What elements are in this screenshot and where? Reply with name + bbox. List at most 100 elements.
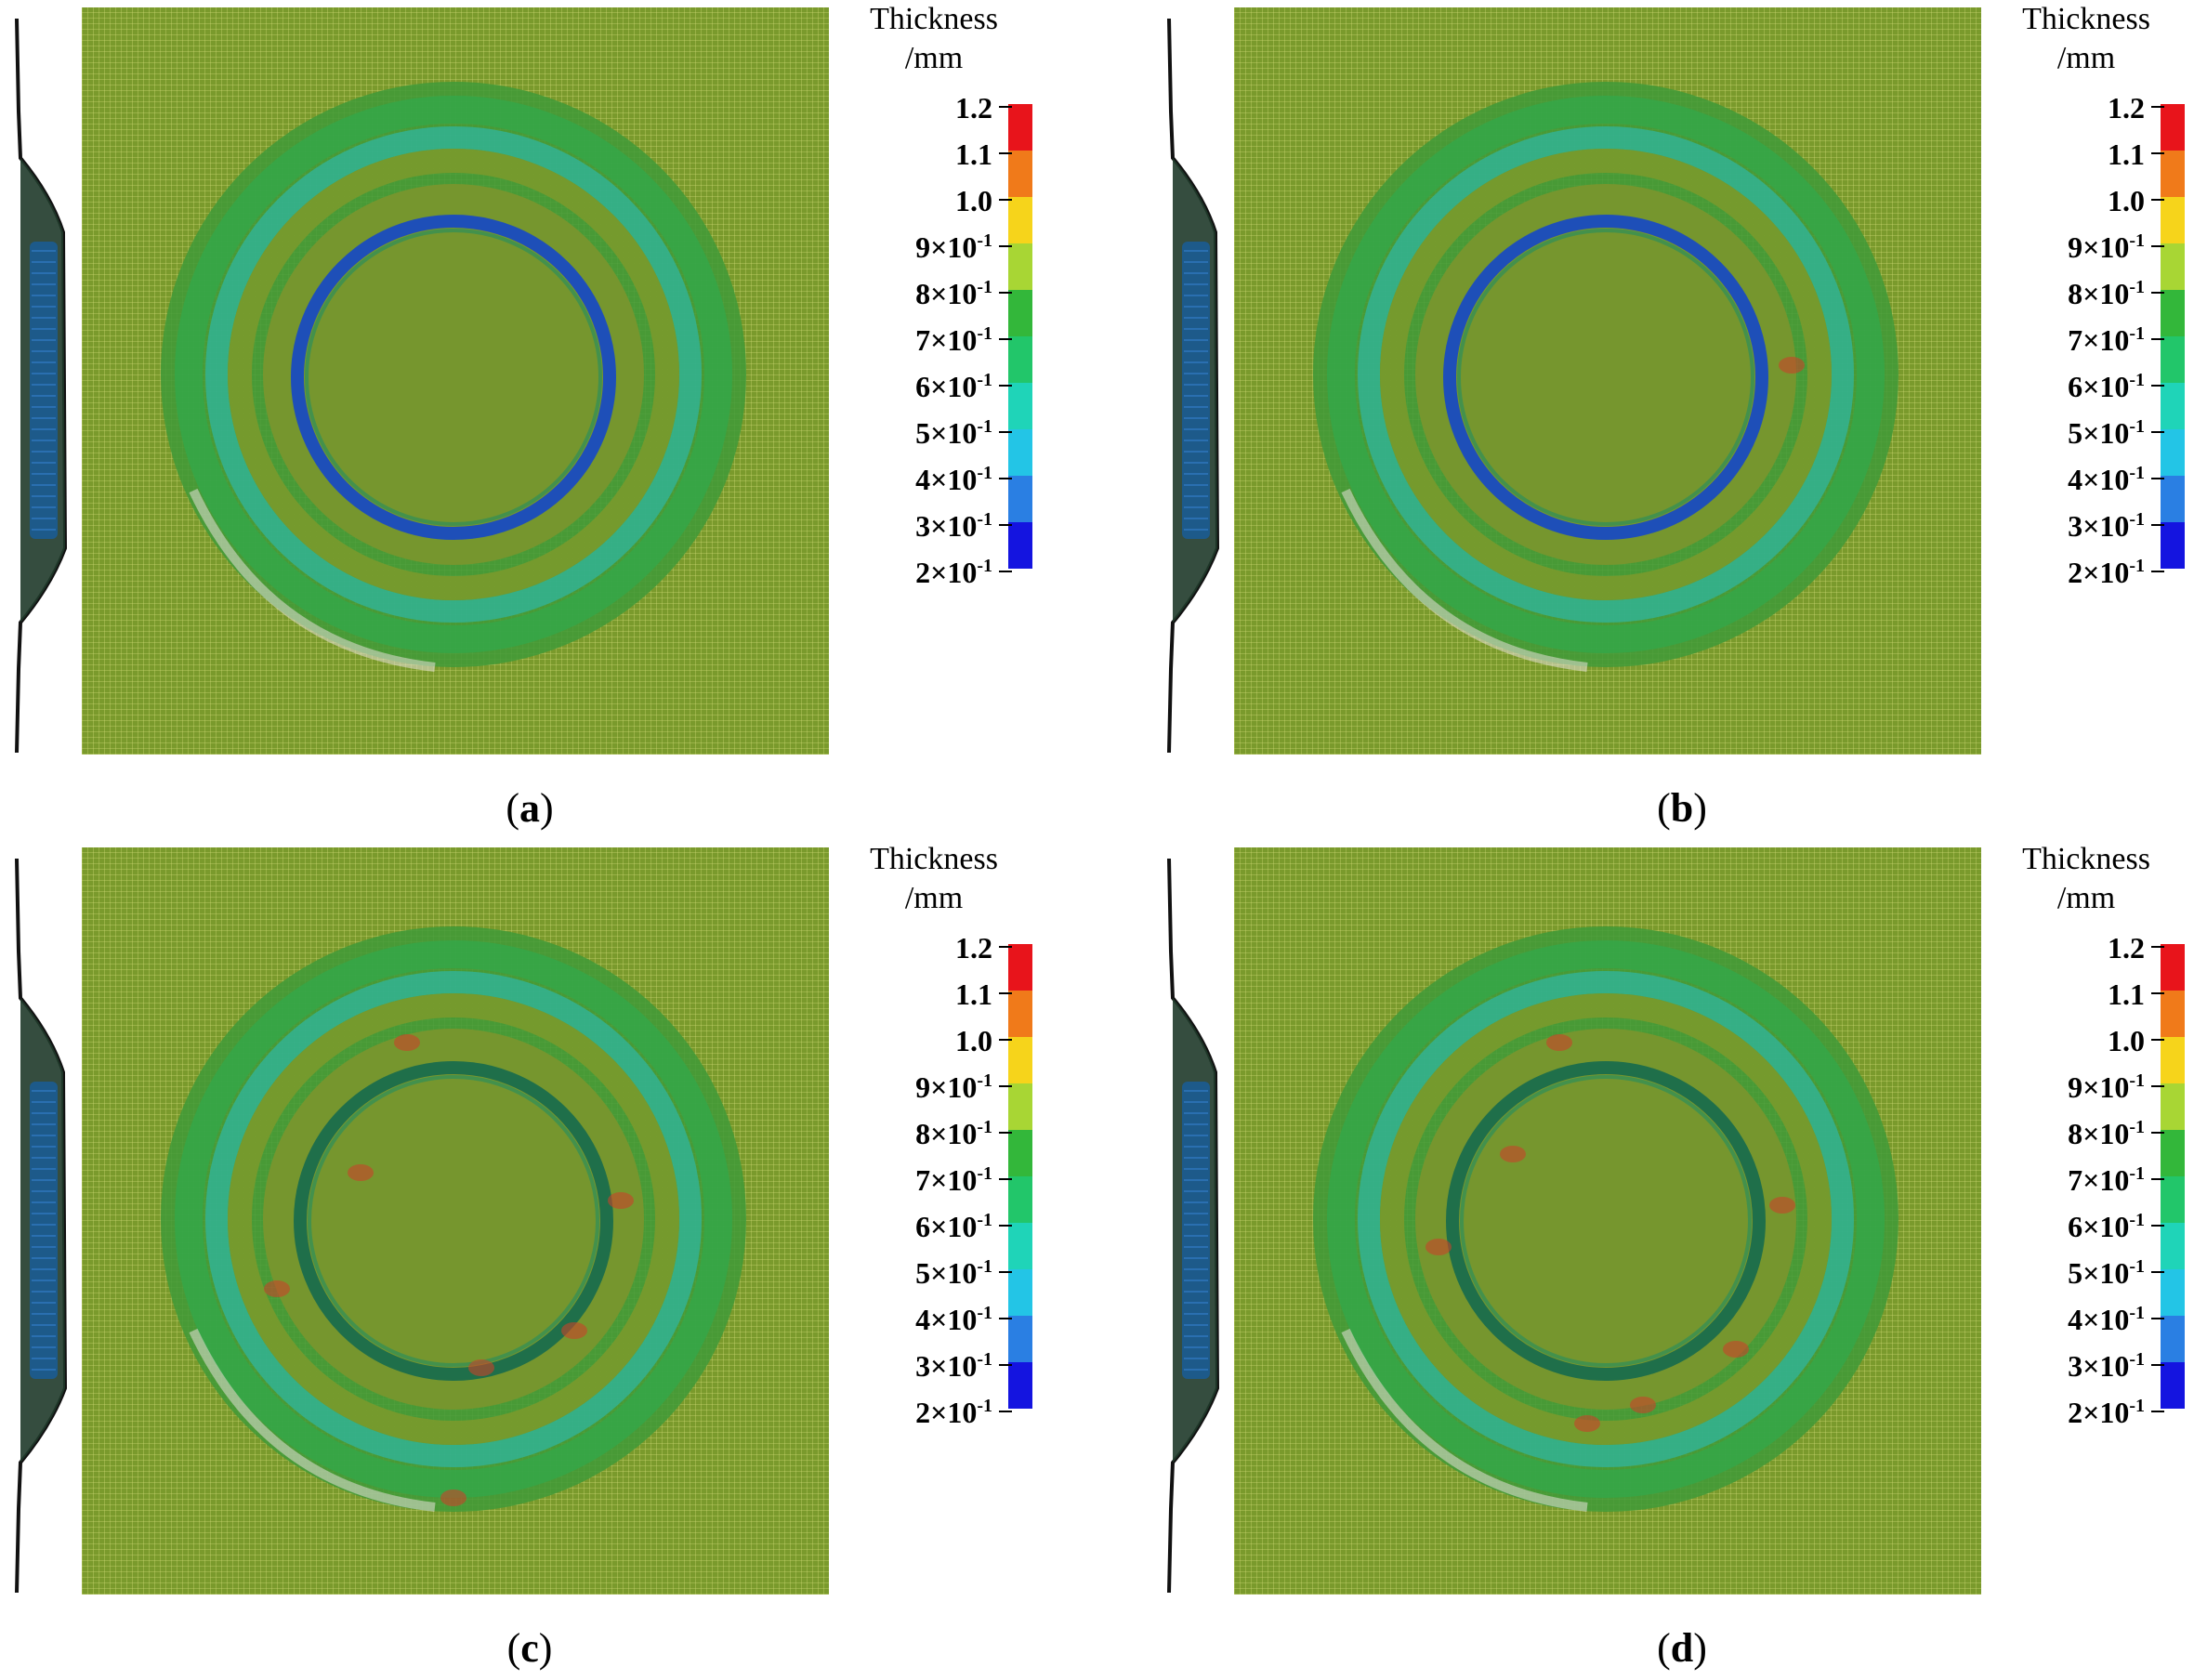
thickness-contour-plot	[82, 847, 829, 1595]
legend-tick	[999, 1132, 1012, 1134]
legend-color-segment	[2161, 290, 2185, 336]
legend-color-segment	[2161, 429, 2185, 476]
legend-tick	[999, 292, 1012, 294]
legend-tick-label: 2×10-1	[2068, 556, 2145, 589]
legend-tick	[2151, 1271, 2164, 1273]
legend-color-segment	[2161, 1316, 2185, 1362]
legend-tick-label: 1.0	[2108, 1024, 2145, 1057]
legend-tick-label: 4×10-1	[915, 463, 992, 496]
legend-color-bar	[1008, 104, 1032, 569]
legend-tick	[999, 1411, 1012, 1412]
legend-color-segment	[1008, 1176, 1032, 1223]
legend-color-segment	[2161, 1176, 2185, 1223]
legend-tick-label: 6×10-1	[915, 370, 992, 403]
legend-color-segment	[1008, 429, 1032, 476]
legend-color-segment	[1008, 104, 1032, 151]
legend-tick-label: 6×10-1	[2068, 1210, 2145, 1243]
legend-tick	[999, 992, 1012, 994]
legend-color-segment	[2161, 243, 2185, 290]
legend-title: Thickness	[2022, 2, 2150, 36]
panel-d: Thickness/mm 1.2 1.1 1.0 9×10-1 8×10-1 7×10-1 6…	[1152, 840, 2194, 1680]
legend-tick	[999, 338, 1012, 340]
legend-tick-label: 3×10-1	[915, 1349, 992, 1383]
legend-tick	[999, 478, 1012, 479]
legend-color-segment	[1008, 522, 1032, 569]
legend-tick-label: 6×10-1	[915, 1210, 992, 1243]
legend-tick	[999, 385, 1012, 387]
legend-color-segment	[1008, 1083, 1032, 1130]
legend-color-bar	[1008, 944, 1032, 1409]
panel-caption: (a)	[506, 785, 554, 831]
legend-tick-label: 9×10-1	[2068, 1070, 2145, 1104]
legend-color-segment	[2161, 522, 2185, 569]
legend-unit: /mm	[904, 41, 964, 75]
legend-tick-label: 4×10-1	[2068, 1303, 2145, 1336]
legend-tick	[2151, 1364, 2164, 1366]
legend-tick-label: 6×10-1	[2068, 370, 2145, 403]
legend-tick-label: 1.2	[2108, 91, 2145, 125]
legend-tick-label: 5×10-1	[2068, 1256, 2145, 1290]
legend-tick-label: 2×10-1	[2068, 1396, 2145, 1429]
legend-tick-label: 3×10-1	[2068, 509, 2145, 543]
legend-tick	[2151, 1132, 2164, 1134]
legend-tick	[2151, 992, 2164, 994]
legend-tick	[2151, 1318, 2164, 1319]
legend-color-segment	[1008, 944, 1032, 991]
legend-color-segment	[2161, 1223, 2185, 1269]
legend-tick	[999, 1039, 1012, 1041]
side-profile-view	[15, 19, 68, 753]
legend-tick	[2151, 1411, 2164, 1412]
legend-color-segment	[1008, 1130, 1032, 1176]
legend-tick-label: 7×10-1	[2068, 1163, 2145, 1197]
legend-title: Thickness	[870, 842, 998, 876]
legend-color-segment	[2161, 197, 2185, 243]
thickness-contour-plot	[82, 7, 829, 755]
legend-color-bar	[2161, 104, 2185, 569]
panel-caption: (c)	[506, 1625, 553, 1671]
legend-tick-label: 3×10-1	[915, 509, 992, 543]
legend-color-segment	[1008, 290, 1032, 336]
legend-tick	[999, 571, 1012, 572]
legend-tick	[2151, 292, 2164, 294]
legend-color-segment	[2161, 151, 2185, 197]
legend-color-segment	[2161, 1130, 2185, 1176]
legend-color-segment	[1008, 476, 1032, 522]
legend-tick	[2151, 199, 2164, 201]
legend-tick	[999, 245, 1012, 247]
legend-tick-label: 7×10-1	[915, 323, 992, 357]
legend-tick	[2151, 1225, 2164, 1227]
legend-tick-label: 7×10-1	[915, 1163, 992, 1197]
legend-tick-label: 2×10-1	[915, 556, 992, 589]
legend-tick	[2151, 1178, 2164, 1180]
legend-tick-label: 1.1	[955, 978, 992, 1011]
legend-color-segment	[2161, 1037, 2185, 1083]
legend-tick	[999, 1364, 1012, 1366]
legend-tick	[999, 1271, 1012, 1273]
legend-tick	[999, 946, 1012, 948]
legend-tick-label: 9×10-1	[2068, 230, 2145, 264]
legend-tick	[2151, 431, 2164, 433]
legend-tick	[999, 106, 1012, 108]
legend-color-segment	[1008, 1362, 1032, 1409]
legend-unit: /mm	[904, 881, 964, 915]
legend-tick	[2151, 385, 2164, 387]
legend-tick	[999, 524, 1012, 526]
legend-tick	[2151, 946, 2164, 948]
legend-tick	[2151, 338, 2164, 340]
legend-tick-label: 1.0	[2108, 184, 2145, 217]
legend-color-segment	[2161, 383, 2185, 429]
legend-tick-label: 8×10-1	[2068, 277, 2145, 310]
legend-tick	[2151, 1085, 2164, 1087]
legend-tick	[999, 199, 1012, 201]
legend-tick-label: 1.0	[955, 1024, 992, 1057]
legend-color-segment	[1008, 336, 1032, 383]
legend-tick-label: 1.1	[2108, 138, 2145, 171]
legend-color-segment	[1008, 151, 1032, 197]
legend-tick	[2151, 152, 2164, 154]
legend-tick-label: 4×10-1	[915, 1303, 992, 1336]
legend-tick	[2151, 571, 2164, 572]
legend-color-segment	[1008, 383, 1032, 429]
side-profile-view	[15, 859, 68, 1593]
panel-caption: (d)	[1657, 1625, 1707, 1671]
legend-title: Thickness	[2022, 842, 2150, 876]
